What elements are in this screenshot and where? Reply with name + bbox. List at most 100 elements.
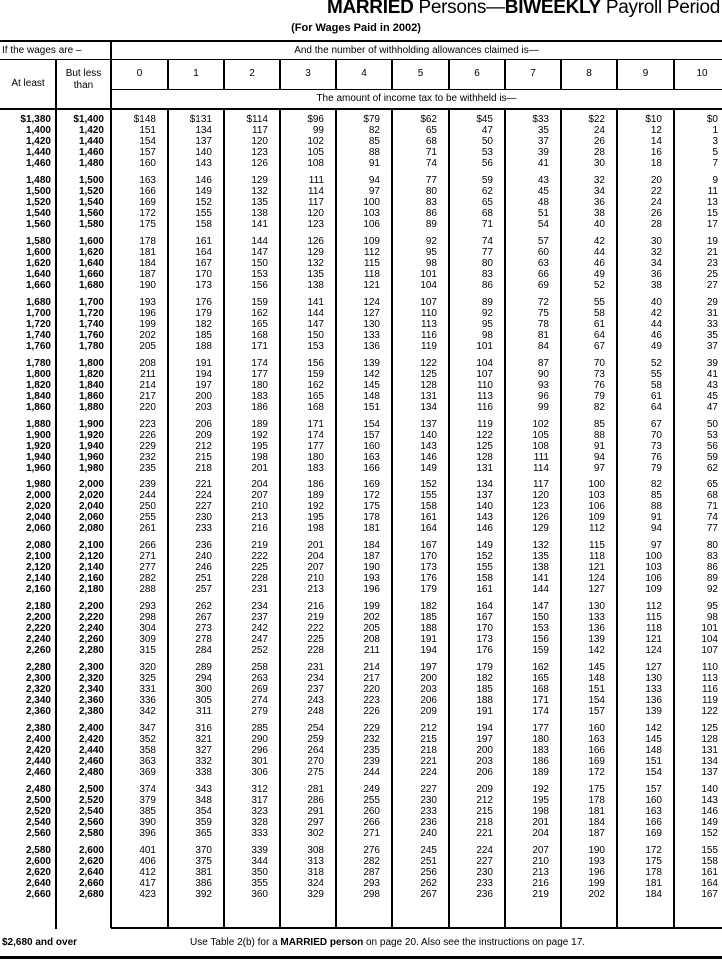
- withholding-amount: 154: [363, 418, 380, 430]
- withholding-amount: 46: [593, 257, 605, 269]
- withholding-amount: 169: [645, 827, 662, 839]
- withholding-amount: 143: [420, 440, 437, 452]
- subtitle-text: (For Wages Paid in 2002): [291, 22, 421, 34]
- withholding-amount: 65: [481, 196, 493, 208]
- withholding-amount: 110: [702, 662, 718, 674]
- withholding-amount: 145: [588, 662, 605, 674]
- column-divider: [279, 110, 281, 928]
- withholding-amount: 138: [251, 207, 268, 219]
- title-married: MARRIED: [326, 0, 414, 18]
- withholding-amount: 115: [364, 257, 380, 269]
- withholding-amount: 146: [195, 174, 212, 186]
- withholding-amount: 219: [307, 612, 324, 624]
- withholding-amount: 130: [363, 318, 380, 330]
- withholding-amount: 136: [588, 623, 605, 635]
- withholding-amount: 27: [706, 279, 718, 291]
- withholding-amount: 254: [307, 723, 324, 734]
- wage-but-less-than: 2,560: [78, 816, 104, 828]
- wage-but-less-than: 2,040: [78, 501, 104, 513]
- withholding-amount: 103: [363, 207, 380, 219]
- note-suffix: on page 20. Also see the instructions on…: [363, 937, 586, 948]
- withholding-amount: 207: [532, 844, 549, 856]
- withholding-amount: 82: [650, 479, 662, 491]
- withholding-amount: 374: [139, 783, 156, 795]
- withholding-amount: 282: [139, 573, 156, 585]
- withholding-amount: 172: [588, 767, 605, 778]
- withholding-amount: 48: [537, 196, 549, 208]
- withholding-amount: 213: [307, 584, 324, 596]
- withholding-amount: 152: [701, 827, 718, 839]
- withholding-amount: 178: [363, 512, 380, 524]
- withholding-amount: 140: [476, 501, 493, 513]
- wage-but-less-than: 1,960: [78, 451, 104, 463]
- wage-but-less-than: 2,640: [78, 866, 104, 878]
- withholding-amount: 128: [701, 734, 718, 745]
- withholding-amount: 228: [307, 645, 324, 657]
- withholding-amount: 30: [650, 235, 662, 247]
- page-bottom-border: [0, 956, 722, 959]
- withholding-amount: 195: [251, 440, 268, 452]
- withholding-amount: 289: [195, 662, 212, 674]
- wage-at-least: 1,920: [25, 440, 51, 452]
- withholding-amount: 221: [476, 827, 493, 839]
- withholding-amount: 212: [195, 440, 212, 452]
- withholding-amount: 216: [532, 877, 549, 889]
- withholding-amount: 101: [476, 340, 493, 352]
- withholding-amount: 104: [701, 634, 718, 646]
- withholding-amount: 165: [307, 390, 324, 402]
- withholding-amount: 182: [195, 318, 212, 330]
- wage-at-least: 2,200: [25, 612, 51, 624]
- withholding-amount: 85: [593, 418, 605, 430]
- withholding-amount: 102: [532, 418, 549, 430]
- withholding-amount: 172: [363, 490, 380, 502]
- withholding-amount: 185: [420, 612, 437, 624]
- withholding-amount: 186: [251, 401, 268, 413]
- withholding-amount: 149: [195, 185, 212, 197]
- withholding-amount: 122: [476, 429, 493, 441]
- wage-at-least: 2,220: [25, 623, 51, 635]
- withholding-amount: 153: [251, 268, 268, 280]
- withholding-amount: 141: [251, 218, 268, 230]
- withholding-amount: 51: [537, 207, 549, 219]
- wage-but-less-than: 2,360: [78, 695, 104, 707]
- wage-but-less-than: 1,860: [78, 390, 104, 402]
- withholding-amount: 52: [650, 357, 662, 369]
- withholding-amount: 20: [650, 174, 662, 186]
- withholding-amount: 125: [420, 368, 437, 380]
- withholding-amount: 207: [307, 562, 324, 574]
- withholding-amount: 170: [476, 623, 493, 635]
- withholding-amount: 28: [650, 218, 662, 230]
- wage-at-least: 2,480: [25, 783, 51, 795]
- withholding-amount: 127: [645, 662, 662, 674]
- wage-but-less-than: 1,500: [78, 174, 104, 186]
- withholding-amount: 196: [363, 584, 380, 596]
- withholding-amount: 112: [364, 246, 380, 258]
- wage-but-less-than: 1,460: [78, 147, 104, 158]
- withholding-amount: 109: [588, 512, 605, 524]
- withholding-amount: 175: [645, 855, 662, 867]
- withholding-amount: 92: [481, 307, 493, 319]
- withholding-amount: 34: [593, 185, 605, 197]
- withholding-amount: 94: [650, 523, 662, 535]
- withholding-amount: 101: [701, 623, 718, 635]
- withholding-amount: 50: [706, 418, 718, 430]
- wage-at-least: 1,520: [25, 196, 51, 208]
- wage-at-least: 2,640: [25, 877, 51, 889]
- withholding-amount: 83: [425, 196, 437, 208]
- withholding-amount: 168: [532, 684, 549, 696]
- withholding-amount: 208: [139, 357, 156, 369]
- withholding-amount: 315: [139, 645, 156, 657]
- withholding-amount: 152: [195, 196, 212, 208]
- withholding-amount: 215: [195, 451, 212, 463]
- withholding-amount: 244: [363, 767, 380, 778]
- withholding-amount: 231: [251, 584, 268, 596]
- withholding-amount: 139: [363, 357, 380, 369]
- wage-but-less-than: 2,140: [78, 562, 104, 574]
- withholding-amount: 59: [481, 174, 493, 186]
- withholding-amount: 179: [195, 307, 212, 319]
- withholding-amount: 133: [588, 612, 605, 624]
- withholding-amount: 171: [532, 695, 549, 707]
- withholding-amount: 33: [706, 318, 718, 330]
- withholding-amount: 223: [363, 695, 380, 707]
- withholding-amount: 155: [420, 490, 437, 502]
